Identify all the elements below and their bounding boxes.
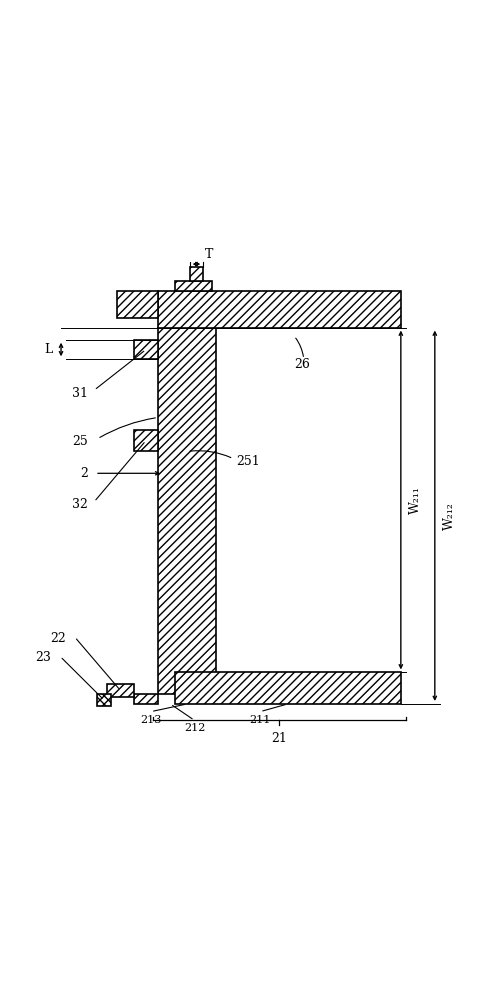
Text: 2: 2 bbox=[80, 467, 88, 480]
Bar bbox=[97, 694, 111, 706]
Bar bbox=[158, 291, 401, 328]
Text: 213: 213 bbox=[140, 715, 162, 725]
Text: 25: 25 bbox=[72, 435, 88, 448]
Text: 22: 22 bbox=[50, 632, 66, 645]
Bar bbox=[134, 340, 158, 359]
Bar bbox=[134, 430, 158, 451]
Bar bbox=[190, 267, 203, 281]
Bar bbox=[175, 281, 212, 291]
Text: 26: 26 bbox=[294, 358, 310, 371]
Text: 21: 21 bbox=[272, 732, 287, 745]
Bar bbox=[107, 684, 134, 697]
Bar bbox=[134, 694, 158, 704]
Text: W₂₁₁: W₂₁₁ bbox=[409, 486, 422, 514]
Bar bbox=[175, 672, 401, 704]
Text: 212: 212 bbox=[184, 723, 205, 733]
Text: L: L bbox=[45, 343, 53, 356]
Text: 23: 23 bbox=[35, 651, 52, 664]
Bar bbox=[158, 328, 217, 694]
Text: W₂₁₂: W₂₁₂ bbox=[443, 502, 456, 530]
Text: T: T bbox=[204, 248, 213, 261]
Text: 31: 31 bbox=[72, 387, 88, 400]
Bar bbox=[117, 291, 158, 318]
Text: 32: 32 bbox=[72, 498, 88, 511]
Text: 251: 251 bbox=[236, 455, 260, 468]
Text: 211: 211 bbox=[249, 715, 271, 725]
